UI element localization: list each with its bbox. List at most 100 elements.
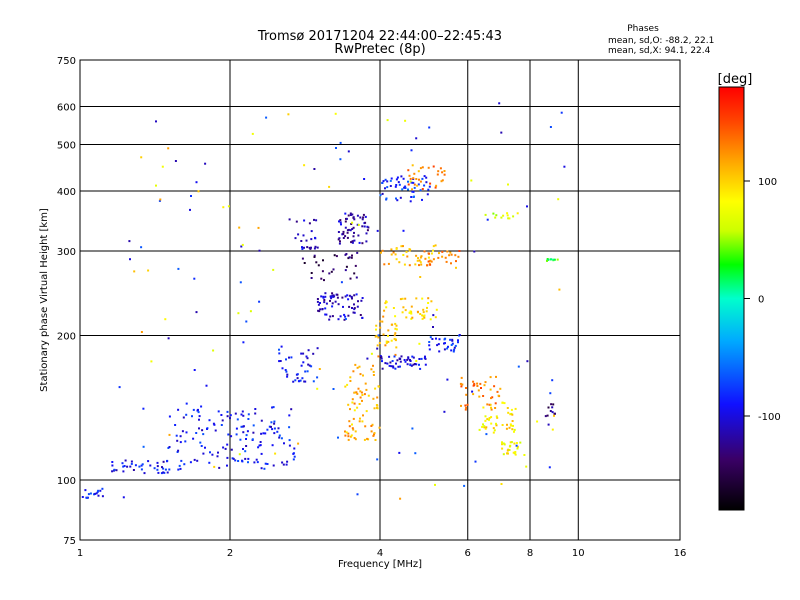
echo-point (506, 449, 509, 452)
echo-point (373, 433, 375, 436)
echo-point (286, 373, 289, 376)
echo-point (410, 317, 413, 320)
echo-point (142, 407, 145, 410)
echo-point (361, 242, 364, 245)
echo-point (546, 258, 549, 261)
echo-point (515, 444, 518, 447)
echo-point (166, 459, 169, 462)
echo-point (546, 259, 548, 262)
echo-point (516, 212, 519, 215)
echo-point (339, 315, 342, 318)
echo-point (376, 229, 379, 232)
echo-point (324, 295, 327, 298)
echo-point (349, 214, 352, 216)
echo-point (406, 363, 409, 366)
echo-point (246, 430, 249, 433)
echo-point (287, 113, 290, 116)
echo-point (461, 383, 464, 386)
echo-point (99, 489, 102, 492)
echo-point (432, 314, 435, 317)
echo-point (437, 170, 440, 173)
echo-point (89, 492, 92, 495)
echo-point (483, 425, 486, 428)
echo-point (353, 402, 356, 405)
echo-point (266, 463, 269, 465)
echo-point (132, 469, 135, 471)
echo-point (196, 459, 199, 462)
echo-point (404, 187, 407, 189)
echo-point (511, 413, 514, 416)
echo-point (189, 208, 191, 211)
echo-point (387, 329, 390, 332)
echo-point (509, 441, 512, 444)
echo-point (235, 427, 238, 430)
echo-point (182, 416, 185, 419)
echo-point (405, 250, 408, 253)
echo-point (301, 246, 303, 249)
echo-point (260, 432, 263, 435)
echo-point (224, 447, 227, 450)
echo-point (140, 246, 143, 249)
echo-point (424, 355, 426, 358)
echo-point (499, 387, 502, 390)
echo-point (334, 112, 337, 115)
echo-point (366, 229, 369, 232)
echo-point (496, 416, 499, 419)
echo-point (465, 406, 468, 409)
echo-point (443, 348, 446, 351)
echo-point (417, 183, 420, 186)
echo-point (436, 344, 439, 347)
echo-point (370, 425, 373, 427)
echo-point (490, 408, 493, 411)
echo-point (178, 464, 181, 467)
echo-point (313, 218, 315, 221)
echo-point (400, 175, 403, 178)
echo-point (197, 190, 200, 193)
echo-point (338, 220, 340, 223)
echo-point (416, 310, 419, 313)
echo-point (193, 458, 196, 461)
echo-point (481, 425, 484, 428)
echo-point (362, 374, 364, 377)
echo-point (390, 323, 393, 326)
echo-point (273, 427, 276, 430)
echo-point (180, 459, 183, 462)
echo-point (217, 410, 220, 413)
echo-point (241, 243, 244, 246)
echo-point (245, 434, 248, 437)
echo-point (359, 373, 362, 376)
echo-point (353, 231, 355, 234)
echo-point (376, 396, 379, 399)
echo-point (445, 260, 448, 263)
echo-point (372, 397, 375, 400)
echo-point (470, 179, 473, 182)
colorbar (718, 86, 745, 511)
echo-point (512, 451, 515, 454)
echo-point (337, 436, 339, 439)
echo-point (379, 320, 382, 323)
echo-point (285, 358, 287, 361)
echo-point (427, 297, 430, 300)
echo-point (253, 461, 256, 464)
echo-point (330, 270, 333, 273)
echo-point (500, 131, 503, 134)
echo-point (418, 178, 420, 181)
echo-point (509, 444, 512, 447)
echo-point (466, 403, 469, 406)
echo-point (288, 218, 291, 221)
echo-point (360, 299, 363, 302)
echo-point (245, 320, 248, 323)
echo-point (164, 318, 167, 321)
echo-point (300, 364, 303, 367)
echo-point (394, 185, 397, 188)
echo-point (556, 258, 559, 261)
echo-point (324, 292, 327, 295)
echo-point (240, 245, 243, 248)
echo-point (317, 303, 320, 306)
echo-point (283, 442, 285, 445)
echo-point (386, 186, 389, 189)
echo-point (208, 419, 211, 422)
echo-point (393, 337, 396, 340)
echo-point (344, 269, 347, 272)
echo-point (340, 281, 343, 284)
